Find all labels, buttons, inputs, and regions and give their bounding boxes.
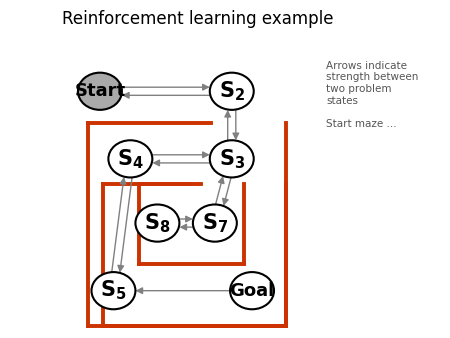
- Ellipse shape: [91, 272, 135, 309]
- Ellipse shape: [78, 73, 122, 110]
- Text: $\mathbf{S_{8}}$: $\mathbf{S_{8}}$: [144, 211, 171, 235]
- Text: $\mathbf{S_{2}}$: $\mathbf{S_{2}}$: [219, 79, 245, 103]
- Text: $\mathbf{S_{5}}$: $\mathbf{S_{5}}$: [100, 279, 127, 303]
- Ellipse shape: [108, 140, 153, 177]
- Text: $\mathbf{S_{4}}$: $\mathbf{S_{4}}$: [117, 147, 144, 171]
- Ellipse shape: [193, 204, 237, 242]
- Text: Goal: Goal: [230, 282, 274, 300]
- Ellipse shape: [135, 204, 180, 242]
- Ellipse shape: [210, 140, 254, 177]
- Ellipse shape: [230, 272, 274, 309]
- Text: Arrows indicate
strength between
two problem
states

Start maze ...: Arrows indicate strength between two pro…: [326, 61, 419, 129]
- Text: $\mathbf{S_{3}}$: $\mathbf{S_{3}}$: [219, 147, 245, 171]
- Text: $\mathbf{S_{7}}$: $\mathbf{S_{7}}$: [202, 211, 228, 235]
- Ellipse shape: [210, 73, 254, 110]
- Text: Reinforcement learning example: Reinforcement learning example: [62, 10, 334, 28]
- Text: Start: Start: [74, 82, 126, 100]
